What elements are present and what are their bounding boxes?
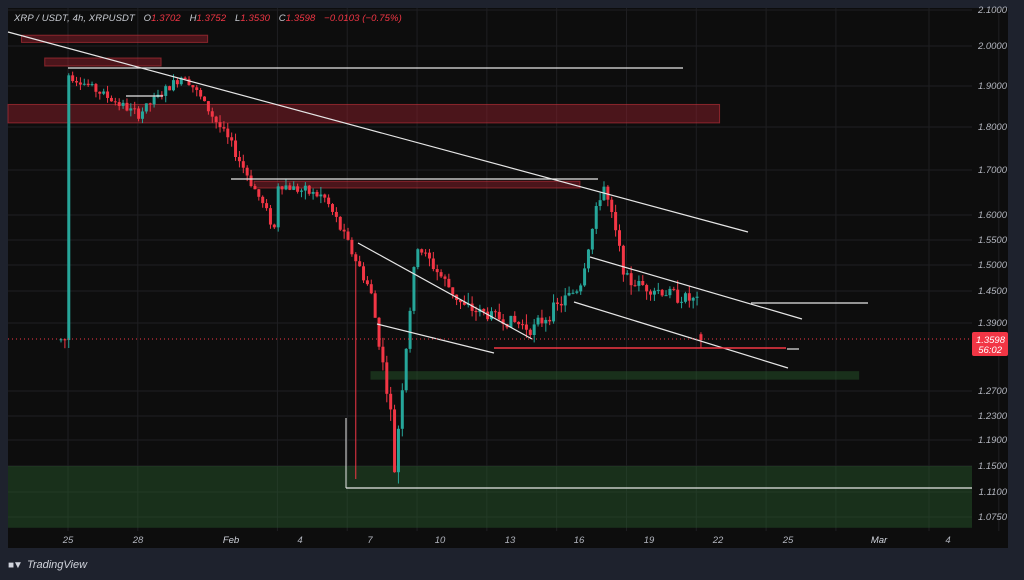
price-tick: 1.0750 (978, 512, 1008, 523)
price-tick: 1.1500 (978, 461, 1008, 472)
descending-resistance-line[interactable] (7, 31, 749, 233)
date-tick: 4 (945, 535, 950, 546)
open-value: 1.3702 (151, 13, 181, 24)
supply-zone[interactable] (253, 180, 581, 189)
price-tick: 1.7000 (978, 165, 1008, 176)
tradingview-logo-icon: ■▼ (8, 559, 23, 571)
symbol-label: XRP / USDT, 4h, XRPUSDT (14, 13, 135, 24)
price-tick: 1.2700 (978, 386, 1008, 397)
chart-frame (8, 8, 1008, 545)
change-value: −0.0103 (−0.75%) (324, 13, 402, 24)
close-label: C (278, 13, 286, 24)
date-tick: 22 (712, 535, 724, 546)
supply-zone[interactable] (20, 34, 209, 43)
date-tick: 16 (574, 535, 585, 546)
price-tick: 1.2300 (978, 411, 1008, 422)
candle-countdown: 56:02 (978, 345, 1002, 356)
low-label: L (234, 13, 241, 24)
date-tick: Feb (223, 535, 239, 546)
price-tick: 1.5500 (978, 235, 1008, 246)
high-label: H (189, 13, 197, 24)
candles[interactable] (59, 71, 703, 484)
price-tick: 1.5000 (978, 260, 1008, 271)
date-tick: 28 (132, 535, 144, 546)
zones (7, 34, 972, 528)
date-tick: 19 (644, 535, 655, 546)
tradingview-branding[interactable]: ■▼ TradingView (8, 556, 87, 574)
demand-zone[interactable] (8, 466, 972, 528)
date-tick: 4 (297, 535, 302, 546)
grid (8, 8, 1000, 537)
time-axis[interactable]: 25 28 Feb 4 7 10 13 16 19 22 25 Mar 4 (8, 531, 1008, 548)
price-tick: 2.0000 (977, 41, 1008, 52)
date-tick: 10 (435, 535, 446, 546)
brand-label: TradingView (26, 559, 88, 571)
last-price-value: 1.3598 (976, 335, 1006, 346)
channel-lower-line[interactable] (573, 301, 789, 369)
date-tick: 7 (367, 535, 373, 546)
price-axis[interactable]: 2.1000 2.0000 1.9000 1.8000 1.7000 1.6000 1.55… (972, 5, 1008, 523)
price-tick: 1.4500 (978, 286, 1008, 297)
last-price-tag (972, 332, 1008, 356)
date-tick: 13 (505, 535, 516, 546)
price-tick: 1.8000 (978, 122, 1008, 133)
open-label: O (143, 13, 152, 24)
date-tick: 25 (782, 535, 794, 546)
supply-zone[interactable] (44, 57, 162, 67)
low-value: 1.3530 (240, 13, 271, 24)
channel-upper-line[interactable] (589, 256, 803, 320)
demand-zone[interactable] (370, 371, 860, 380)
price-tick: 1.1900 (978, 435, 1008, 446)
supply-zone[interactable] (7, 103, 721, 124)
date-tick: 25 (62, 535, 74, 546)
price-tick: 1.6000 (978, 210, 1008, 221)
close-value: 1.3598 (285, 13, 316, 24)
wedge-lower-line[interactable] (376, 323, 495, 354)
chart-legend: XRP / USDT, 4h, XRPUSDT O1.3702 H1.3752 … (14, 13, 402, 24)
drawings[interactable] (7, 31, 972, 489)
price-tick: 1.1100 (979, 487, 1008, 498)
wedge-upper-line[interactable] (357, 242, 533, 340)
price-tick: 2.1000 (977, 5, 1008, 16)
price-tick: 1.9000 (978, 81, 1008, 92)
high-value: 1.3752 (196, 13, 227, 24)
date-tick: Mar (871, 535, 888, 546)
price-tick: 1.3900 (978, 318, 1008, 329)
